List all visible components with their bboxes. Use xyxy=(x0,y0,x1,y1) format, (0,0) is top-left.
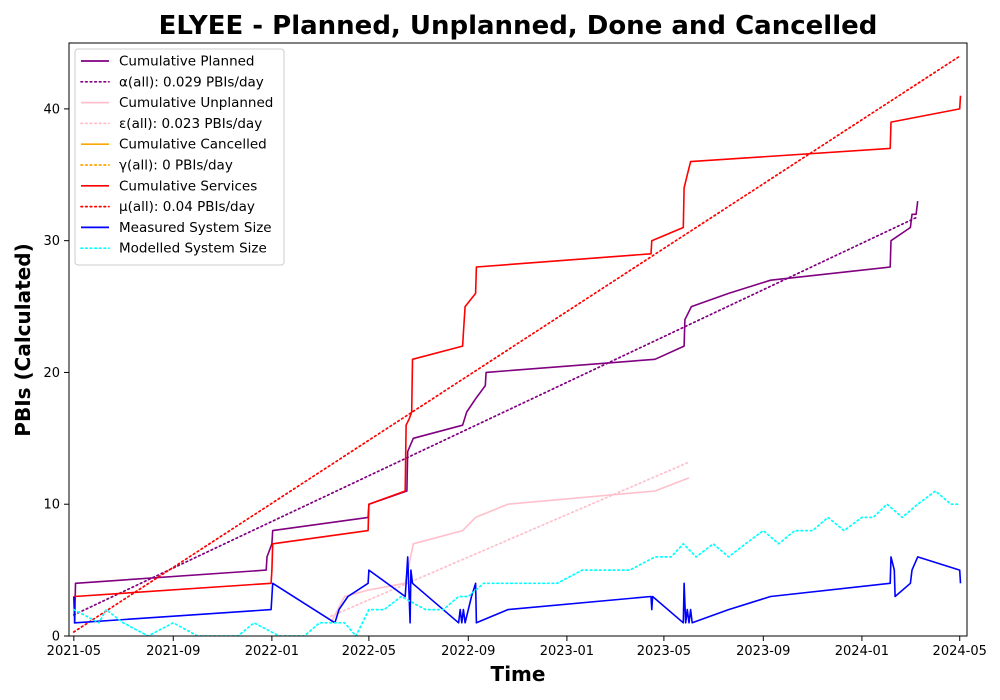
x-axis: 2021-05 2021-09 2022-01 2022-05 2022-09 2023-… xyxy=(47,636,987,659)
x-tick-label: 2024-01 xyxy=(835,644,889,659)
series-line-7 xyxy=(72,55,961,633)
x-tick-label: 2023-05 xyxy=(637,644,691,659)
legend-entry: Cumulative Cancelled xyxy=(119,137,267,153)
legend-entry: μ(all): 0.04 PBIs/day xyxy=(119,199,255,215)
chart-title: ELYEE - Planned, Unplanned, Done and Can… xyxy=(159,11,878,41)
legend-entry: Cumulative Unplanned xyxy=(119,95,273,111)
x-tick-label: 2022-05 xyxy=(342,644,396,659)
y-tick-label: 40 xyxy=(43,102,60,117)
series-line-9 xyxy=(72,490,962,636)
x-tick-label: 2021-09 xyxy=(146,644,200,659)
legend-entry: Cumulative Services xyxy=(119,178,257,194)
series-line-3 xyxy=(330,461,690,618)
legend-entry: α(all): 0.029 PBIs/day xyxy=(119,74,264,90)
y-tick-label: 0 xyxy=(52,630,60,645)
series-line-0 xyxy=(73,201,919,624)
x-tick-label: 2024-05 xyxy=(933,644,987,659)
legend-entry: ε(all): 0.023 PBIs/day xyxy=(119,116,262,132)
x-tick-label: 2021-05 xyxy=(47,644,101,659)
x-tick-label: 2022-01 xyxy=(245,644,299,659)
series-line-2 xyxy=(330,477,690,624)
plot-frame xyxy=(68,42,968,637)
x-tick-label: 2023-01 xyxy=(540,644,594,659)
y-axis-label: PBIs (Calculated) xyxy=(11,243,35,436)
y-tick-label: 30 xyxy=(43,234,60,249)
series-line-1 xyxy=(72,216,919,616)
plot-area xyxy=(72,55,962,636)
legend-entry: Measured System Size xyxy=(119,220,272,236)
legend-entry: γ(all): 0 PBIs/day xyxy=(119,158,233,174)
legend-entry: Modelled System Size xyxy=(119,241,267,257)
legend-box xyxy=(74,48,285,266)
legend: Cumulative Planned α(all): 0.029 PBIs/day… xyxy=(74,48,285,266)
x-tick-label: 2023-09 xyxy=(736,644,790,659)
x-tick-label: 2022-09 xyxy=(441,644,495,659)
series-line-6 xyxy=(73,95,962,598)
series-line-8 xyxy=(73,556,962,624)
x-axis-label: Time xyxy=(491,662,546,686)
y-tick-label: 20 xyxy=(43,366,60,381)
y-axis: 0 10 20 30 40 xyxy=(43,102,69,645)
y-tick-label: 10 xyxy=(43,498,60,513)
legend-entry: Cumulative Planned xyxy=(119,54,255,70)
